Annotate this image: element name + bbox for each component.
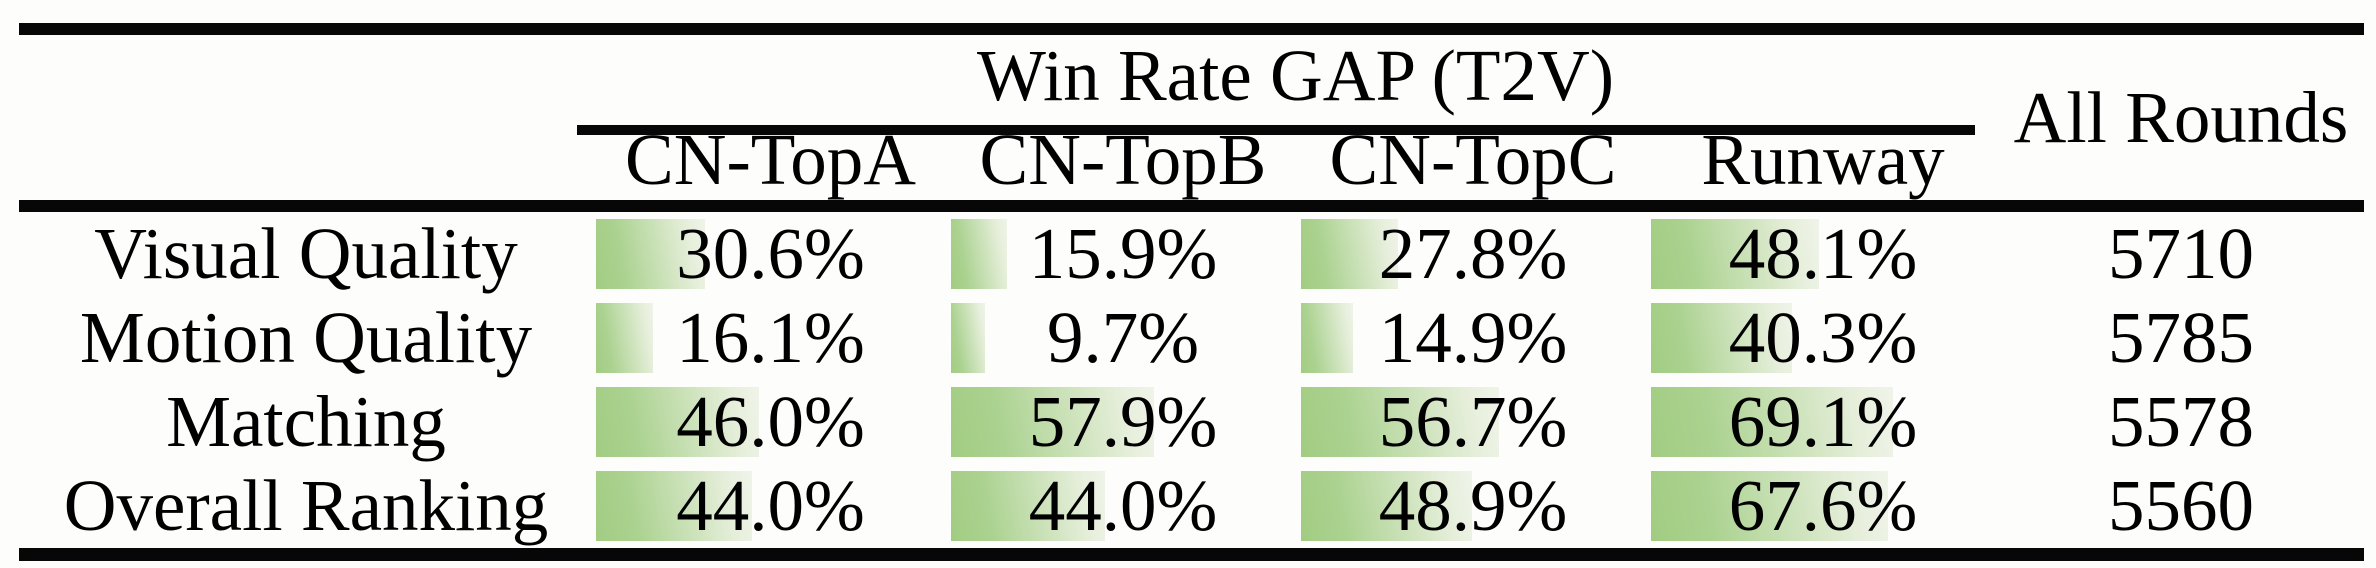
winrate-cell: 30.6% [593,212,948,296]
table-row-visual-quality: Visual Quality 30.6% 15.9% 27.8% 48.1% [19,212,2364,296]
winrate-value: 69.1% [1728,381,1918,462]
winrate-value: 40.3% [1728,297,1918,378]
row-label: Overall Ranking [63,465,549,546]
winrate-value: 27.8% [1378,213,1568,294]
winrate-value: 56.7% [1378,381,1568,462]
winrate-bar [951,219,1007,289]
column-header-cn-topa: CN-TopA [625,119,916,200]
table-row-motion-quality: Motion Quality 16.1% 9.7% 14.9% 40.3% [19,296,2364,380]
winrate-value: 44.0% [676,465,865,546]
winrate-cell: 9.7% [948,296,1298,380]
winrate-bar [1301,387,1500,457]
winrate-cell: 48.9% [1298,464,1648,548]
winrate-cell: 16.1% [593,296,948,380]
winrate-bar [1301,219,1399,289]
winrate-cell: 44.0% [948,464,1298,548]
winrate-bar [951,303,985,373]
column-header-cn-topb: CN-TopB [979,119,1267,200]
winrate-cell: 40.3% [1648,296,1998,380]
table-body: Visual Quality 30.6% 15.9% 27.8% 48.1% [19,212,2364,548]
winrate-cell: 27.8% [1298,212,1648,296]
winrate-cell: 56.7% [1298,380,1648,464]
winrate-bar [596,303,654,373]
row-label: Visual Quality [94,213,518,294]
winrate-bar [596,471,753,541]
group-underline-rule [577,125,1975,135]
winrate-bar [1651,387,1893,457]
winrate-cell: 69.1% [1648,380,1998,464]
header-group-title: Win Rate GAP (T2V) [976,35,1615,116]
winrate-bar [951,471,1105,541]
column-header-cn-topc: CN-TopC [1329,119,1617,200]
table-row-matching: Matching 46.0% 57.9% 56.7% 69.1% 557 [19,380,2364,464]
winrate-cell: 67.6% [1648,464,1998,548]
table-row-overall-ranking: Overall Ranking 44.0% 44.0% 48.9% 67.6% [19,464,2364,548]
winrate-cell: 48.1% [1648,212,1998,296]
all-rounds-value: 5578 [2108,381,2254,462]
winrate-cell: 57.9% [948,380,1298,464]
winrate-bar [1301,303,1354,373]
winrate-bar [1301,471,1473,541]
all-rounds-value: 5560 [2108,465,2254,546]
winrate-value: 16.1% [676,297,865,378]
winrate-value: 14.9% [1378,297,1568,378]
winrate-bar [1651,219,1820,289]
winrate-cell: 15.9% [948,212,1298,296]
winrate-value: 15.9% [1028,213,1218,294]
winrate-bar [596,219,705,289]
winrate-value: 30.6% [676,213,865,294]
winrate-bar [951,387,1154,457]
winrate-value: 57.9% [1028,381,1218,462]
winrate-cell: 46.0% [593,380,948,464]
all-rounds-value: 5785 [2108,297,2254,378]
column-header-all-rounds: All Rounds [2013,76,2349,158]
row-label: Motion Quality [79,297,533,378]
results-table: Win Rate GAP (T2V) CN-TopA CN-TopB CN-To… [19,23,2364,561]
row-label: Matching [166,381,446,462]
bottom-rule [19,548,2364,561]
winrate-cell: 44.0% [593,464,948,548]
winrate-cell: 14.9% [1298,296,1648,380]
winrate-value: 46.0% [676,381,865,462]
all-rounds-value: 5710 [2108,213,2254,294]
header-divider-rule [19,200,2364,212]
column-header-row: CN-TopA CN-TopB CN-TopC Runway [19,119,2364,200]
column-header-runway: Runway [1701,119,1945,200]
winrate-value: 48.1% [1728,213,1918,294]
winrate-value: 9.7% [1046,297,1200,378]
winrate-value: 44.0% [1028,465,1218,546]
table-header: Win Rate GAP (T2V) CN-TopA CN-TopB CN-To… [19,35,2364,200]
row-label-header-spacer [19,120,593,200]
winrate-value: 67.6% [1728,465,1918,546]
top-rule [19,23,2364,35]
winrate-value: 48.9% [1378,465,1568,546]
winrate-bar [596,387,760,457]
winrate-bar [1651,471,1888,541]
winrate-bar [1651,303,1793,373]
